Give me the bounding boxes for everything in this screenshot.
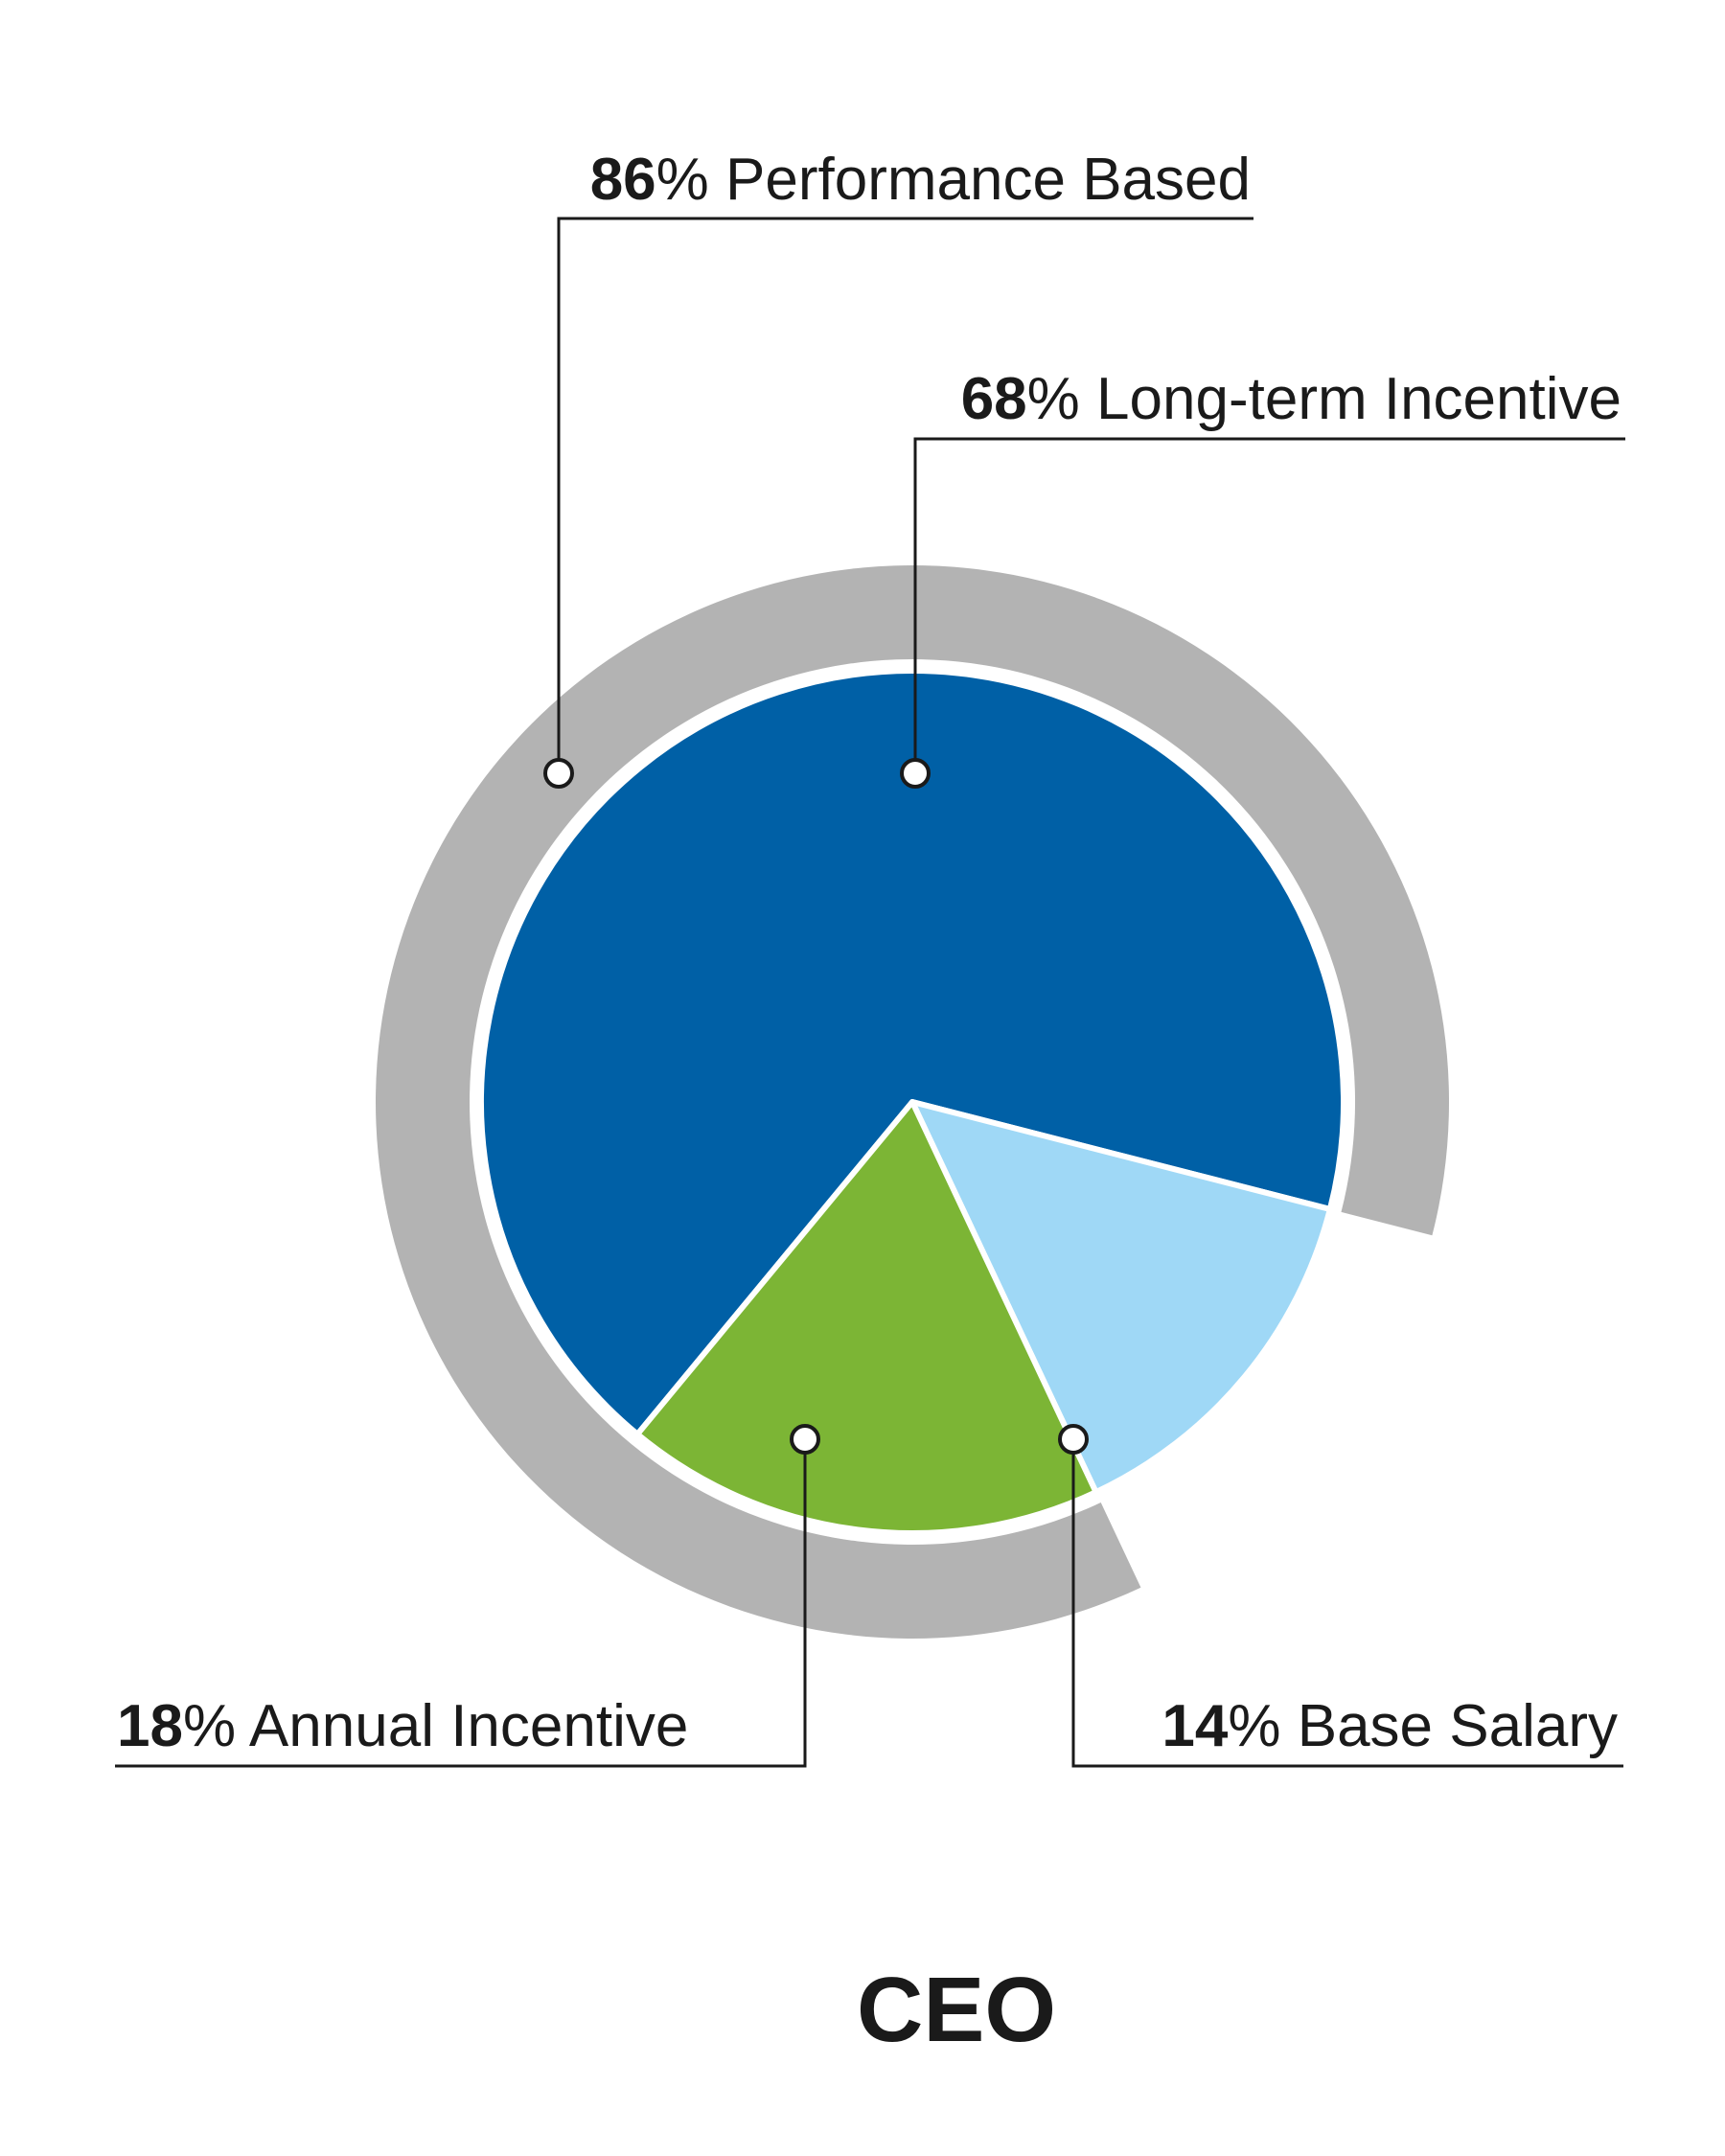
slice-base-salary [909,1099,1333,1496]
chart-title: CEO [857,1959,1056,2061]
marker-dot-annual-incentive [790,1424,820,1455]
slice-long-term-incentive [478,668,1346,1437]
label-annual-incentive: 18% Annual Incentive [117,1693,688,1759]
leader-line-long-term-incentive [913,437,1625,760]
marker-dot-long-term-incentive [900,758,931,789]
leader-line-annual-incentive [115,1453,807,1768]
label-long-term-incentive: 68% Long-term Incentive [961,366,1622,432]
marker-dot-base-salary [1058,1424,1089,1455]
label-base-salary: 14% Base Salary [1162,1693,1618,1759]
leader-line-performance-based [557,217,1254,760]
leader-line-base-salary [1071,1453,1623,1768]
marker-dot-performance-based [543,758,574,789]
label-performance-based: 86% Performance Based [590,147,1251,213]
slice-annual-incentive [634,1099,1099,1536]
